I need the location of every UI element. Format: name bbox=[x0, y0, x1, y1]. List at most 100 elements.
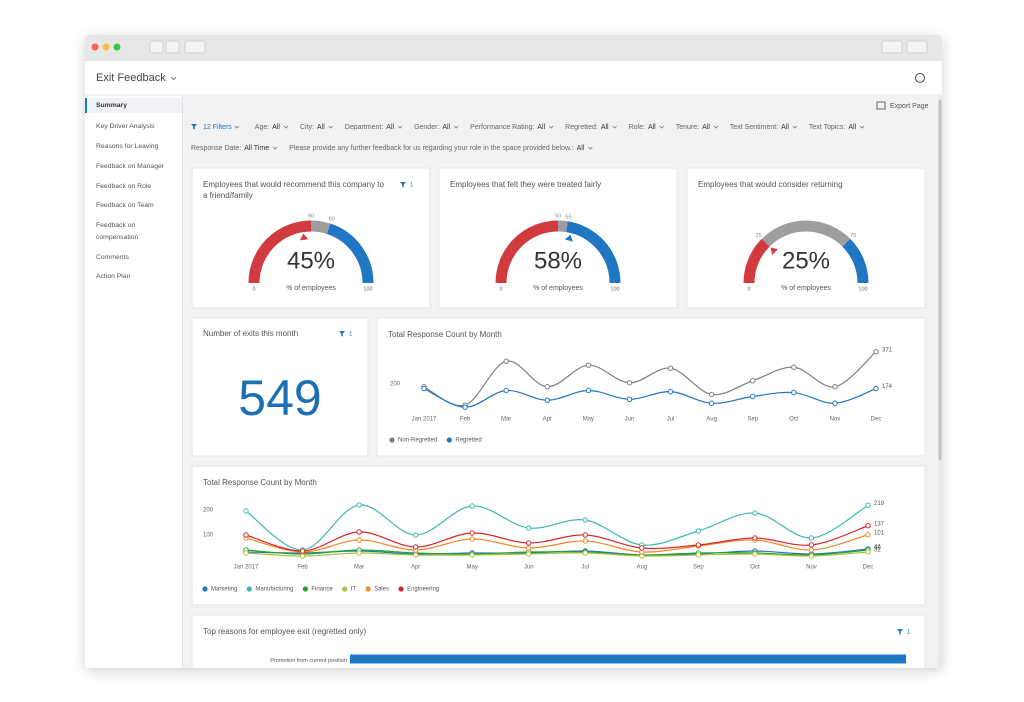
data-point[interactable] bbox=[808, 553, 815, 559]
filter-item[interactable]: Gender: All bbox=[414, 124, 451, 131]
data-point[interactable] bbox=[469, 530, 475, 536]
data-point[interactable] bbox=[469, 552, 475, 558]
filter-count[interactable]: 12 Filters bbox=[203, 124, 232, 131]
sidebar-item[interactable]: Reasons for Leaving bbox=[96, 143, 159, 150]
legend-label[interactable]: Manufacturing bbox=[255, 587, 293, 593]
legend-swatch[interactable] bbox=[202, 586, 208, 592]
sidebar-item[interactable]: Comments bbox=[96, 254, 129, 261]
data-point[interactable] bbox=[695, 552, 702, 558]
maximize-button[interactable] bbox=[113, 43, 121, 51]
filter-badge[interactable]: 1 bbox=[907, 630, 911, 636]
data-point[interactable] bbox=[412, 552, 419, 558]
data-point[interactable] bbox=[808, 535, 815, 541]
export-page[interactable]: Export Page bbox=[890, 103, 929, 110]
sidebar-button[interactable] bbox=[184, 40, 206, 54]
data-point[interactable] bbox=[808, 547, 815, 553]
data-point[interactable] bbox=[667, 365, 674, 371]
data-point[interactable] bbox=[299, 548, 306, 554]
data-point[interactable] bbox=[356, 529, 362, 535]
close-button[interactable] bbox=[91, 43, 99, 51]
data-point[interactable] bbox=[626, 396, 633, 403]
data-point[interactable] bbox=[808, 542, 815, 548]
tabs-button[interactable] bbox=[906, 40, 928, 54]
legend-swatch[interactable] bbox=[342, 586, 348, 592]
data-point[interactable] bbox=[526, 551, 532, 557]
data-point[interactable] bbox=[791, 389, 797, 396]
data-point[interactable] bbox=[356, 502, 362, 508]
legend-swatch[interactable] bbox=[365, 586, 371, 592]
filter-icon[interactable] bbox=[191, 124, 197, 130]
legend-swatch[interactable] bbox=[246, 586, 252, 592]
share-button[interactable] bbox=[881, 40, 903, 54]
data-point[interactable] bbox=[791, 364, 797, 370]
data-point[interactable] bbox=[469, 536, 475, 542]
filter-item[interactable]: Text Topics: All bbox=[809, 124, 857, 131]
data-point[interactable] bbox=[750, 378, 756, 384]
data-point[interactable] bbox=[243, 508, 249, 514]
legend-label[interactable]: Regretted bbox=[455, 438, 481, 444]
sidebar-item[interactable]: Feedback on Role bbox=[96, 183, 151, 190]
sidebar-item[interactable]: Action Plan bbox=[96, 273, 131, 280]
export-icon[interactable] bbox=[876, 101, 886, 110]
filter-item[interactable]: Performance Rating: All bbox=[470, 124, 545, 131]
filter-item[interactable]: Text Sentiment: All bbox=[730, 124, 789, 131]
filter-item[interactable]: Regretted: All bbox=[565, 124, 609, 131]
data-point[interactable] bbox=[412, 544, 419, 550]
filter-item[interactable]: Age: All bbox=[255, 124, 281, 131]
data-point[interactable] bbox=[526, 540, 532, 546]
data-point[interactable] bbox=[865, 549, 871, 555]
data-point[interactable] bbox=[708, 391, 715, 398]
app-title[interactable]: Exit Feedback bbox=[96, 72, 166, 84]
sidebar-item[interactable]: Key Driver Analysis bbox=[96, 123, 155, 130]
filter-icon[interactable] bbox=[339, 331, 345, 337]
data-point[interactable] bbox=[582, 532, 588, 538]
legend-swatch[interactable] bbox=[398, 586, 404, 592]
legend-label[interactable]: IT bbox=[351, 587, 357, 593]
legend-label[interactable]: Non-Regretted bbox=[398, 438, 437, 444]
data-point[interactable] bbox=[462, 404, 468, 410]
filter-badge[interactable]: 1 bbox=[410, 183, 414, 189]
data-point[interactable] bbox=[750, 393, 756, 400]
filter-item[interactable]: Please provide any further feedback for … bbox=[289, 145, 585, 152]
legend-label[interactable]: Marketing bbox=[211, 587, 237, 593]
data-point[interactable] bbox=[469, 503, 475, 509]
minimize-button[interactable] bbox=[102, 43, 110, 51]
legend-swatch[interactable] bbox=[446, 437, 452, 443]
data-point[interactable] bbox=[667, 388, 674, 395]
data-point[interactable] bbox=[639, 545, 645, 551]
data-point[interactable] bbox=[708, 400, 715, 406]
scroll-thumb[interactable] bbox=[938, 100, 942, 460]
data-point[interactable] bbox=[544, 384, 550, 390]
sidebar-item[interactable]: Summary bbox=[96, 102, 127, 109]
legend-label[interactable]: Finance bbox=[311, 587, 333, 593]
data-point[interactable] bbox=[832, 384, 838, 390]
bar[interactable] bbox=[350, 654, 906, 664]
legend-swatch[interactable] bbox=[302, 586, 308, 592]
data-point[interactable] bbox=[356, 550, 362, 556]
data-point[interactable] bbox=[752, 551, 758, 557]
data-point[interactable] bbox=[421, 385, 427, 392]
data-point[interactable] bbox=[412, 532, 419, 538]
data-point[interactable] bbox=[585, 362, 592, 368]
legend-swatch[interactable] bbox=[389, 437, 395, 443]
sidebar-item[interactable]: Feedback on Manager bbox=[96, 163, 165, 170]
filter-item[interactable]: City: All bbox=[300, 124, 325, 131]
legend-label[interactable]: Engineering bbox=[407, 587, 439, 593]
data-point[interactable] bbox=[695, 528, 702, 534]
data-point[interactable] bbox=[695, 542, 702, 548]
data-point[interactable] bbox=[243, 532, 249, 538]
data-point[interactable] bbox=[873, 385, 879, 392]
data-point[interactable] bbox=[503, 387, 509, 394]
filter-item[interactable]: Response Date: All Time bbox=[191, 145, 269, 152]
back-button[interactable] bbox=[149, 40, 164, 54]
filter-icon[interactable] bbox=[400, 182, 406, 188]
filter-icon[interactable] bbox=[897, 629, 903, 635]
data-point[interactable] bbox=[582, 550, 588, 556]
data-point[interactable] bbox=[832, 400, 838, 406]
data-point[interactable] bbox=[626, 380, 633, 386]
data-point[interactable] bbox=[865, 532, 871, 538]
data-point[interactable] bbox=[865, 523, 871, 529]
data-point[interactable] bbox=[585, 387, 592, 394]
data-point[interactable] bbox=[865, 502, 871, 508]
user-icon[interactable] bbox=[915, 73, 925, 83]
